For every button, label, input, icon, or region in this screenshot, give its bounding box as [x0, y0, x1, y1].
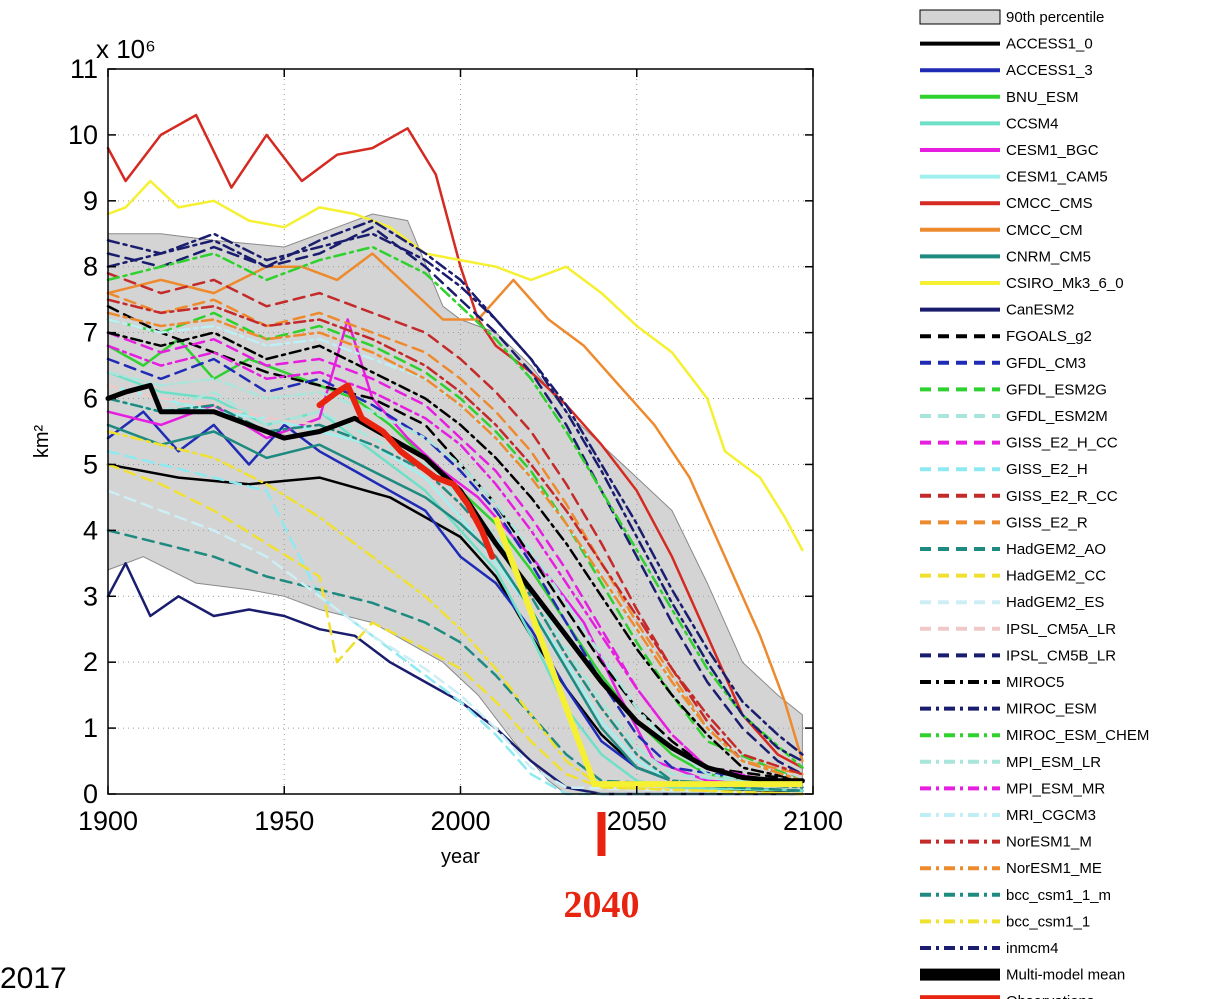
legend-swatch [919, 9, 1001, 25]
series-line [106, 331, 804, 783]
legend-label: CESM1_BGC [1006, 142, 1099, 159]
legend-label: HadGEM2_ES [1006, 594, 1104, 611]
legend-label: GISS_E2_H_CC [1006, 435, 1118, 452]
series-line [106, 245, 804, 769]
y-tick-label: 6 [83, 384, 98, 414]
series-line [106, 298, 804, 776]
legend-label: GISS_E2_R [1006, 514, 1088, 531]
series-line [106, 311, 804, 783]
series-line [106, 397, 804, 789]
legend-label: MIROC_ESM [1006, 701, 1097, 718]
annotation-2040: 2040 [564, 812, 640, 926]
y-tick-label: 8 [83, 252, 98, 282]
series-line [106, 529, 804, 792]
series-line [105, 382, 805, 784]
series-line [106, 357, 804, 789]
legend-label: CMCC_CMS [1006, 195, 1093, 212]
legend-label: ACCESS1_3 [1006, 62, 1093, 79]
series-line [106, 489, 804, 796]
legend-label: IPSL_CM5A_LR [1006, 621, 1116, 638]
legend-label: CanESM2 [1006, 302, 1074, 319]
legend-label: FGOALS_g2 [1006, 328, 1092, 345]
x-tick-label: 2100 [783, 806, 843, 836]
legend-label: bcc_csm1_1_m [1006, 887, 1111, 904]
legend-label: 90th percentile [1006, 9, 1104, 26]
marker-2040 [597, 812, 606, 856]
legend-label: HadGEM2_AO [1006, 541, 1106, 558]
y-tick-label: 1 [83, 713, 98, 743]
x-axis-label: year [441, 846, 480, 868]
legend-label: NorESM1_ME [1006, 860, 1102, 877]
legend-label: GFDL_ESM2M [1006, 408, 1108, 425]
series-line [106, 311, 804, 783]
legend-label: CESM1_CAM5 [1006, 169, 1108, 186]
series-line [106, 232, 804, 763]
series-line [106, 291, 804, 776]
legend-label: IPSL_CM5B_LR [1006, 647, 1116, 664]
legend-label: HadGEM2_CC [1006, 568, 1106, 585]
y-tick-label: 2 [83, 647, 98, 677]
legend-label: CSIRO_Mk3_6_0 [1006, 275, 1124, 292]
series-line [106, 370, 804, 789]
series-line [106, 344, 804, 789]
y-tick-label: 9 [83, 186, 98, 216]
x-tick-label: 2050 [607, 806, 667, 836]
x-tick-label: 1950 [254, 806, 314, 836]
footer-year: 2017 [0, 962, 67, 995]
legend-label: GISS_E2_H [1006, 461, 1088, 478]
legend-label: Observations [1006, 993, 1094, 999]
series-line [106, 272, 804, 783]
series-line [106, 370, 804, 792]
x-tick-label: 2000 [430, 806, 490, 836]
series-line [106, 225, 804, 776]
label-2040: 2040 [564, 884, 640, 926]
percentile-band [107, 213, 803, 795]
plot-area [105, 68, 814, 796]
legend-label: MPI_ESM_MR [1006, 780, 1105, 797]
y-tick-label: 11 [70, 54, 98, 84]
legend-label: MIROC_ESM_CHEM [1006, 727, 1149, 744]
legend-label: bcc_csm1_1 [1006, 913, 1090, 930]
legend-label: CCSM4 [1006, 115, 1059, 132]
legend-label: GISS_E2_R_CC [1006, 488, 1118, 505]
series-line [106, 219, 804, 756]
y-tick-label: 0 [83, 779, 98, 809]
series-line [316, 382, 496, 560]
legend-swatch [920, 968, 1000, 981]
y-scale-label: x 10⁶ [96, 34, 156, 64]
y-tick-label: 10 [68, 120, 98, 150]
y-tick-label: 4 [83, 515, 98, 545]
series-line [106, 423, 804, 789]
legend-label: BNU_ESM [1006, 89, 1079, 106]
legend-swatch [920, 995, 1000, 999]
legend-label: ACCESS1_0 [1006, 36, 1093, 53]
series-line [106, 113, 804, 769]
legend-label: inmcm4 [1006, 940, 1059, 957]
legend-label: CMCC_CM [1006, 222, 1083, 239]
y-tick-label: 3 [83, 581, 98, 611]
y-tick-label: 7 [83, 318, 98, 348]
series-line [106, 179, 804, 552]
trend-annotation-line [492, 516, 803, 788]
series-line [106, 450, 804, 796]
series-line [106, 430, 804, 796]
legend-label: GFDL_ESM2G [1006, 381, 1107, 398]
legend-label: NorESM1_M [1006, 834, 1092, 851]
legend-label: MRI_CGCM3 [1006, 807, 1096, 824]
legend-label: CNRM_CM5 [1006, 248, 1091, 265]
y-tick-label: 5 [83, 449, 98, 479]
series-line [106, 390, 804, 789]
legend: 90th percentile ACCESS1_0 ACCESS1_3 BNU_ESM… [919, 9, 1149, 999]
legend-label: MPI_ESM_LR [1006, 754, 1101, 771]
legend-label: GFDL_CM3 [1006, 355, 1086, 372]
x-tick-label: 1900 [78, 806, 138, 836]
series-line [106, 562, 804, 796]
series-line [106, 463, 804, 796]
legend-label: MIROC5 [1006, 674, 1064, 691]
series-line [106, 252, 804, 763]
y-axis-label: km² [31, 425, 53, 459]
axes: 1900 1950 2000 2050 2100 0 1 2 3 4 5 6 7 8 9 10 11 year km… [31, 34, 843, 868]
legend-label: Multi-model mean [1006, 967, 1125, 984]
